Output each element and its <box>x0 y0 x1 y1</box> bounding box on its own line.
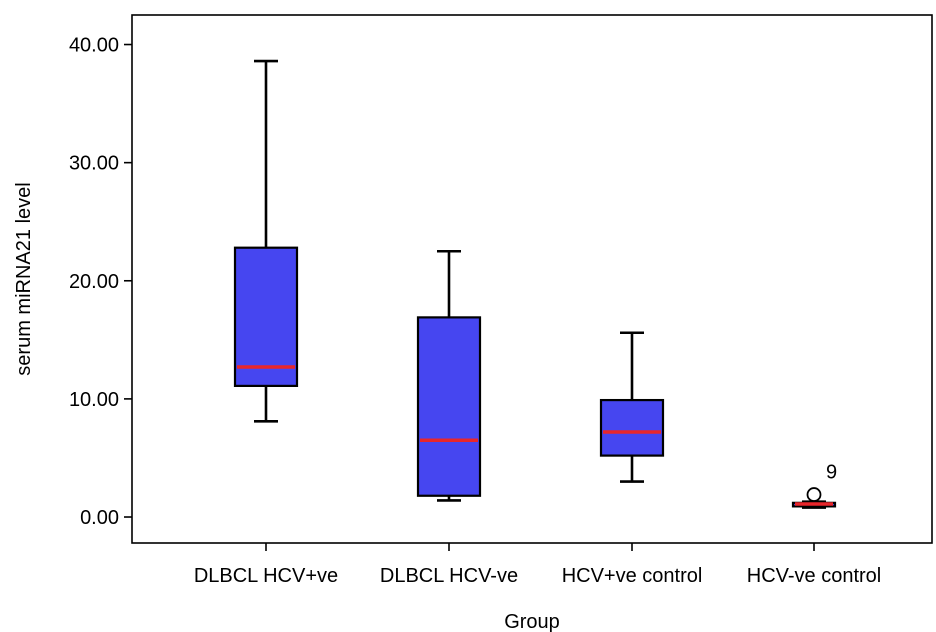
y-tick-label: 0.00 <box>80 507 119 529</box>
x-axis: DLBCL HCV+ve DLBCL HCV-ve HCV+ve control HC… <box>194 543 881 587</box>
y-tick-label: 20.00 <box>69 271 119 293</box>
y-tick-label: 40.00 <box>69 35 119 57</box>
box-group <box>233 59 299 423</box>
y-axis-title: serum miRNA21 level <box>13 182 35 375</box>
x-axis-title: Group <box>504 611 560 632</box>
x-tick-label: HCV-ve control <box>747 565 882 587</box>
y-tick-label: 30.00 <box>69 153 119 175</box>
box-group: 9 <box>791 462 837 509</box>
outlier-label: 9 <box>826 462 837 484</box>
y-axis: 0.00 10.00 20.00 30.00 40.00 <box>69 35 132 529</box>
box-iqr <box>599 398 665 457</box>
x-tick-label: DLBCL HCV-ve <box>380 565 518 587</box>
x-tick-label: DLBCL HCV+ve <box>194 565 338 587</box>
y-tick-label: 10.00 <box>69 389 119 411</box>
box-group <box>416 249 482 502</box>
outlier-point <box>806 487 822 502</box>
box-iqr <box>416 316 482 497</box>
box-iqr <box>233 246 299 387</box>
x-tick-label: HCV+ve control <box>562 565 703 587</box>
box-group <box>599 331 665 483</box>
boxes: 9 <box>233 59 837 509</box>
